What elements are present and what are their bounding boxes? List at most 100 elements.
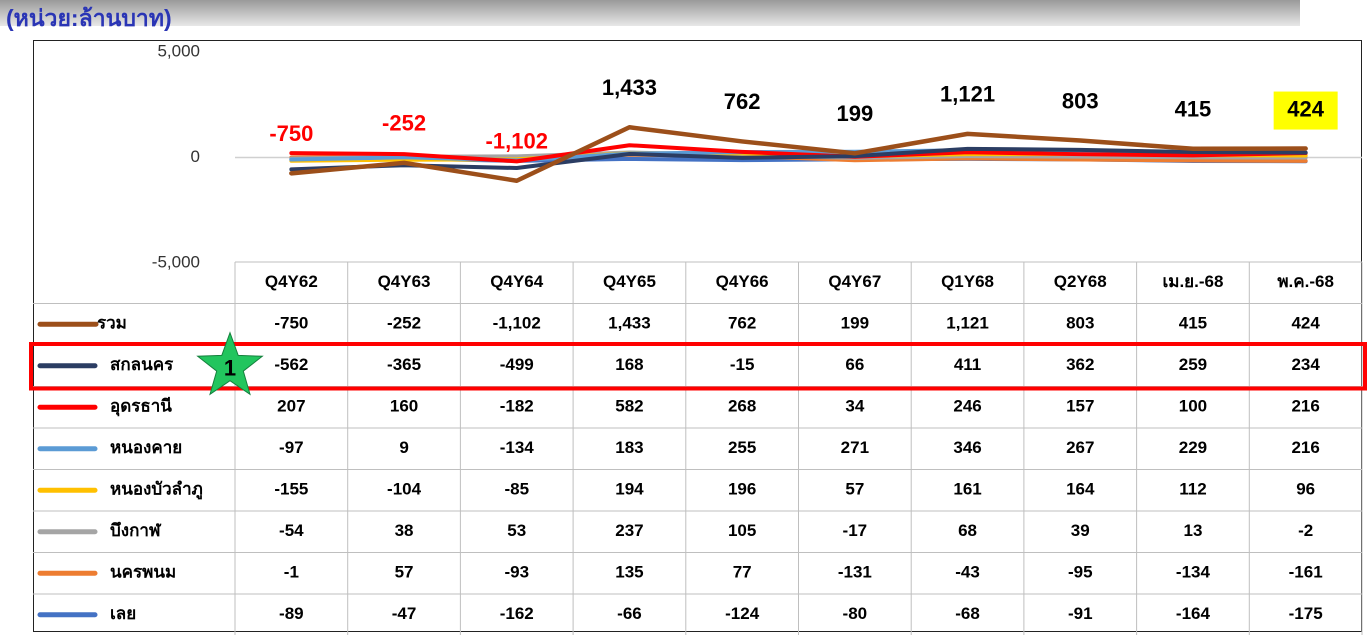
table-cell: -66: [617, 604, 642, 623]
title-bar: [0, 0, 1300, 26]
row-highlight: [29, 342, 1367, 391]
legend-label: สกลนคร: [110, 355, 174, 374]
series-line: [289, 125, 1308, 184]
table-cell: 9: [399, 438, 408, 457]
annotation-star: [196, 331, 264, 396]
legend-label: บึงกาฬ: [110, 521, 162, 540]
table-cell: -54: [279, 521, 304, 540]
table-cell: 803: [1066, 314, 1094, 333]
table-cell: 194: [615, 480, 644, 499]
table-cell: -43: [955, 563, 980, 582]
table-cell: 160: [390, 397, 418, 416]
table-cell: -85: [504, 480, 529, 499]
table-cell: 582: [615, 397, 643, 416]
table-cell: 13: [1183, 521, 1202, 540]
chart-frame: [33, 40, 1362, 632]
table-cell: 105: [728, 521, 756, 540]
label-highlight: [1273, 91, 1338, 130]
table-cell: -104: [387, 480, 422, 499]
table-cell: 362: [1066, 355, 1094, 374]
table-cell: 216: [1291, 397, 1319, 416]
x-tick-label: Q4Y65: [603, 272, 656, 291]
table-cell: -95: [1068, 563, 1093, 582]
table-cell: 259: [1179, 355, 1207, 374]
table-cell: 216: [1291, 438, 1319, 457]
table-cell: -97: [279, 438, 304, 457]
data-label: -750: [269, 121, 313, 146]
table-cell: 234: [1291, 355, 1320, 374]
table-cell: 135: [615, 563, 643, 582]
annotation-label: 1: [224, 356, 236, 381]
table-cell: -93: [504, 563, 529, 582]
x-tick-label: Q2Y68: [1054, 272, 1107, 291]
x-tick-label: Q1Y68: [941, 272, 994, 291]
table-cell: -365: [387, 355, 421, 374]
x-tick-label: Q4Y62: [265, 272, 318, 291]
table-cell: 199: [841, 314, 869, 333]
table-cell: 1,433: [608, 314, 651, 333]
table-cell: -252: [387, 314, 421, 333]
legend-label: เลย: [110, 604, 136, 623]
table-cell: 268: [728, 397, 756, 416]
table-cell: -68: [955, 604, 980, 623]
table-cell: 411: [954, 355, 981, 374]
table-cell: -750: [274, 314, 308, 333]
legend-label: รวม: [97, 314, 127, 333]
x-tick-label: Q4Y67: [828, 272, 881, 291]
table-cell: -124: [725, 604, 760, 623]
table-cell: 246: [953, 397, 981, 416]
table-cell: 100: [1179, 397, 1207, 416]
table-cell: -80: [843, 604, 868, 623]
y-tick-label: 5,000: [157, 41, 200, 60]
y-tick-label: 0: [191, 147, 200, 166]
legend-label: หนองบัวลำภู: [110, 480, 203, 501]
table-cell: -17: [843, 521, 868, 540]
table-cell: -134: [500, 438, 535, 457]
y-tick-label: -5,000: [152, 252, 200, 271]
table-cell: -161: [1289, 563, 1323, 582]
table-cell: -562: [274, 355, 308, 374]
table-cell: -1: [284, 563, 299, 582]
series-line: [289, 143, 1308, 164]
x-tick-label: Q4Y63: [378, 272, 431, 291]
table-cell: 1,121: [946, 314, 989, 333]
table-cell: 207: [277, 397, 305, 416]
data-label: 415: [1175, 97, 1212, 122]
table-cell: -164: [1176, 604, 1211, 623]
x-tick-label: Q4Y64: [490, 272, 543, 291]
data-label: 199: [836, 101, 873, 126]
table-cell: 77: [733, 563, 752, 582]
table-cell: 168: [615, 355, 643, 374]
data-label: 424: [1287, 96, 1324, 121]
x-tick-label: Q4Y66: [716, 272, 769, 291]
table-cell: 415: [1179, 314, 1207, 333]
table-cell: 57: [845, 480, 864, 499]
table-cell: 237: [615, 521, 643, 540]
table-cell: 34: [845, 397, 864, 416]
table-cell: 164: [1066, 480, 1095, 499]
table-cell: 424: [1291, 314, 1320, 333]
table-cell: -134: [1176, 563, 1211, 582]
table-cell: 161: [953, 480, 981, 499]
legend-label: หนองคาย: [110, 438, 182, 457]
table-cell: -162: [500, 604, 534, 623]
table-cell: 229: [1179, 438, 1207, 457]
legend-label: นครพนม: [110, 563, 176, 582]
table-cell: 183: [615, 438, 643, 457]
table-cell: 39: [1071, 521, 1090, 540]
table-cell: 68: [958, 521, 977, 540]
table-cell: -155: [274, 480, 308, 499]
chart-title: (หน่วย:ล้านบาท): [6, 5, 172, 31]
data-label: 1,121: [940, 82, 995, 107]
table-cell: 196: [728, 480, 756, 499]
table-cell: 255: [728, 438, 756, 457]
table-cell: -182: [500, 397, 534, 416]
table-cell: 66: [845, 355, 864, 374]
x-tick-label: เม.ย.-68: [1162, 272, 1223, 291]
table-cell: 762: [728, 314, 756, 333]
table-cell: 57: [395, 563, 414, 582]
data-label: 1,433: [602, 75, 657, 100]
data-label: 803: [1062, 88, 1099, 113]
table-cell: -175: [1289, 604, 1323, 623]
